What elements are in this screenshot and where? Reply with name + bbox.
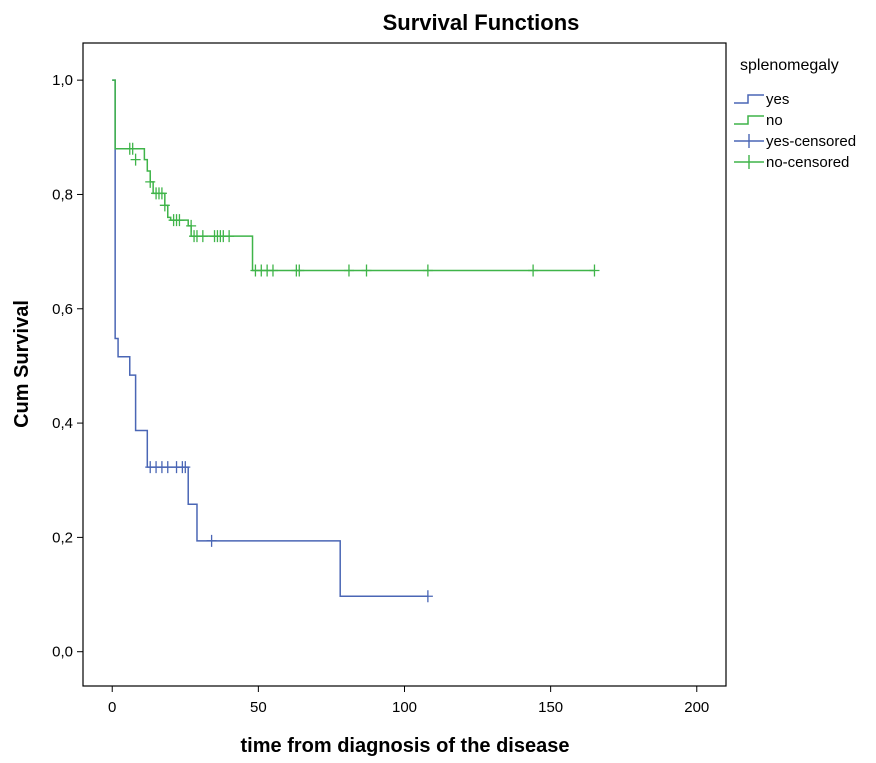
legend-label: yes-censored xyxy=(766,133,856,150)
legend-title: splenomegaly xyxy=(740,57,839,74)
y-axis: 0,0 0,2 0,4 0,6 0,8 1,0 xyxy=(52,72,83,661)
series-yes xyxy=(112,79,433,603)
y-tick-label: 1,0 xyxy=(52,72,73,89)
x-axis: 0 50 100 150 200 xyxy=(108,686,709,716)
legend-step-swatch xyxy=(734,115,764,125)
censor-mark-no xyxy=(186,219,197,232)
censor-mark-no xyxy=(127,142,138,155)
legend-entry-no: no xyxy=(734,112,783,129)
censor-mark-no xyxy=(361,264,372,277)
legend-entries: yes no yes-censored no-censored xyxy=(734,91,856,171)
censor-mark-no xyxy=(197,230,208,243)
legend-entry-yes: yes xyxy=(734,91,789,108)
legend-label: no-censored xyxy=(766,154,849,171)
legend-censor-swatch xyxy=(734,155,764,169)
censor-mark-no xyxy=(294,264,305,277)
censor-mark-no xyxy=(224,230,235,243)
legend-label: yes xyxy=(766,91,789,108)
censor-mark-no xyxy=(145,175,156,188)
y-tick-label: 0,4 xyxy=(52,415,73,432)
chart-title: Survival Functions xyxy=(383,10,580,35)
legend: splenomegaly yes no yes-censored no-censore… xyxy=(734,57,856,171)
censor-mark-no xyxy=(156,187,167,200)
plot-frame xyxy=(82,42,727,687)
censor-mark-no xyxy=(267,264,278,277)
y-tick-label: 0,8 xyxy=(52,186,73,203)
censor-mark-no xyxy=(174,214,185,227)
y-tick-label: 0,2 xyxy=(52,529,73,546)
x-tick-label: 50 xyxy=(250,699,267,716)
censor-mark-no xyxy=(343,264,354,277)
x-axis-label: time from diagnosis of the disease xyxy=(241,735,570,757)
x-tick-label: 150 xyxy=(538,699,563,716)
censor-mark-yes xyxy=(206,534,217,547)
censor-mark-no xyxy=(130,153,141,166)
censor-mark-yes xyxy=(422,590,433,603)
legend-step-swatch xyxy=(734,94,764,104)
survival-curve-yes xyxy=(112,79,428,598)
legend-entry-yes-censored: yes-censored xyxy=(734,133,856,150)
censor-mark-yes xyxy=(162,461,173,474)
survival-curve-no xyxy=(112,79,595,272)
legend-censor-swatch xyxy=(734,134,764,148)
y-axis-label: Cum Survival xyxy=(11,300,33,428)
series-layer xyxy=(112,79,600,603)
censor-mark-no xyxy=(528,264,539,277)
x-tick-label: 0 xyxy=(108,699,116,716)
x-tick-label: 200 xyxy=(684,699,709,716)
y-tick-label: 0,0 xyxy=(52,644,73,661)
x-tick-label: 100 xyxy=(392,699,417,716)
censor-mark-no xyxy=(422,264,433,277)
legend-label: no xyxy=(766,112,783,129)
y-tick-label: 0,6 xyxy=(52,301,73,318)
censor-mark-no xyxy=(159,199,170,212)
series-no xyxy=(112,79,600,277)
legend-entry-no-censored: no-censored xyxy=(734,154,849,171)
censor-mark-yes xyxy=(180,461,191,474)
censor-mark-no xyxy=(589,264,600,277)
